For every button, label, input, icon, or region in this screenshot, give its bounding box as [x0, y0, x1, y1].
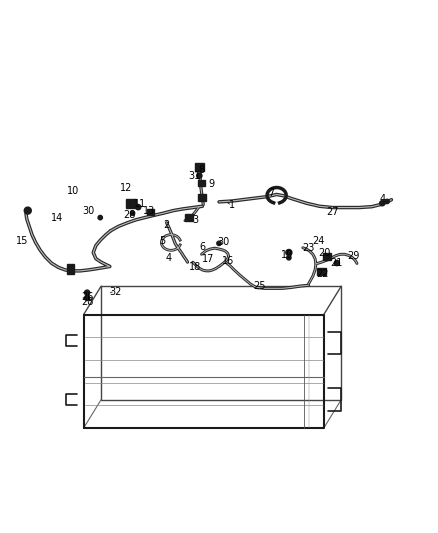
Text: 3: 3 — [192, 215, 198, 225]
Text: 25: 25 — [253, 281, 265, 291]
FancyBboxPatch shape — [126, 199, 136, 207]
Text: 28: 28 — [124, 210, 136, 220]
Text: 26: 26 — [81, 292, 93, 302]
FancyBboxPatch shape — [194, 163, 204, 171]
Text: 4: 4 — [380, 194, 386, 204]
Text: 21: 21 — [331, 258, 343, 268]
Circle shape — [136, 205, 141, 210]
Text: 30: 30 — [82, 206, 94, 216]
Text: 14: 14 — [50, 213, 63, 223]
Text: 1: 1 — [229, 200, 235, 211]
Text: 19: 19 — [281, 250, 293, 260]
Text: 16: 16 — [222, 256, 234, 266]
Text: 5: 5 — [159, 236, 166, 246]
Circle shape — [380, 200, 385, 206]
Circle shape — [85, 295, 90, 301]
FancyBboxPatch shape — [198, 194, 206, 201]
Text: 32: 32 — [109, 287, 121, 297]
Text: 29: 29 — [347, 251, 360, 261]
Text: 8: 8 — [198, 165, 205, 175]
Circle shape — [98, 215, 102, 220]
Text: 20: 20 — [318, 248, 331, 259]
Circle shape — [85, 290, 90, 295]
Text: 23: 23 — [302, 243, 314, 253]
Text: 13: 13 — [143, 206, 155, 216]
Text: 28: 28 — [81, 297, 93, 308]
Text: 22: 22 — [317, 269, 329, 279]
Text: 31: 31 — [188, 171, 200, 181]
Text: 6: 6 — [199, 242, 205, 252]
Text: 12: 12 — [120, 183, 133, 193]
Text: 30: 30 — [217, 237, 230, 247]
Circle shape — [385, 199, 389, 204]
FancyBboxPatch shape — [67, 264, 74, 274]
Text: 18: 18 — [189, 262, 201, 271]
Text: 11: 11 — [134, 199, 147, 209]
Text: 15: 15 — [15, 236, 28, 246]
Circle shape — [217, 241, 221, 246]
Text: 27: 27 — [326, 207, 339, 217]
Text: 7: 7 — [268, 188, 275, 198]
FancyBboxPatch shape — [185, 214, 193, 221]
FancyBboxPatch shape — [317, 268, 326, 275]
Text: 24: 24 — [312, 236, 325, 246]
Circle shape — [197, 173, 202, 179]
Circle shape — [24, 207, 31, 214]
Text: 4: 4 — [166, 253, 172, 263]
Text: 9: 9 — [208, 179, 214, 189]
Text: 2: 2 — [163, 220, 170, 230]
Circle shape — [131, 211, 135, 215]
Circle shape — [334, 261, 339, 265]
Text: 10: 10 — [67, 187, 79, 196]
Circle shape — [287, 256, 291, 260]
FancyBboxPatch shape — [147, 209, 153, 215]
FancyBboxPatch shape — [198, 180, 205, 185]
Text: 17: 17 — [201, 254, 214, 264]
Circle shape — [286, 249, 292, 256]
FancyBboxPatch shape — [323, 253, 331, 260]
